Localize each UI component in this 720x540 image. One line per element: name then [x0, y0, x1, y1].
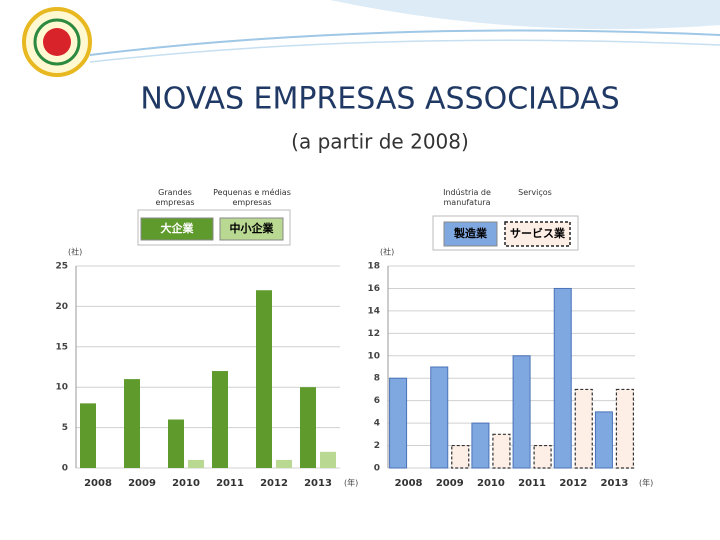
- logo: [33, 18, 81, 66]
- y-tick-label: 16: [367, 284, 380, 294]
- bar: [212, 371, 228, 468]
- swoosh: [330, 0, 720, 30]
- y-tick-label: 18: [367, 262, 380, 272]
- bar: [471, 422, 490, 469]
- legend-label: サービス業: [510, 226, 566, 240]
- bar: [256, 290, 272, 468]
- x-tick-label: 2009: [436, 478, 464, 489]
- legend-swatch: [443, 221, 498, 247]
- x-tick-label: 2008: [84, 478, 112, 489]
- bar: [574, 388, 593, 469]
- x-tick-label: 2009: [128, 478, 156, 489]
- legend-label: 中小企業: [230, 221, 275, 235]
- x-tick-label: 2010: [477, 478, 505, 489]
- legend-swatch: [504, 221, 571, 247]
- y-tick-label: 2: [374, 441, 380, 451]
- legend-caption: Grandes empresas: [155, 188, 195, 207]
- y-unit: (社): [380, 247, 394, 257]
- x-unit: (年): [639, 478, 653, 488]
- bar: [276, 459, 292, 468]
- bar: [80, 403, 96, 468]
- bar: [512, 355, 531, 469]
- x-tick-label: 2012: [260, 478, 288, 489]
- x-tick-label: 2012: [559, 478, 587, 489]
- bar: [430, 366, 449, 469]
- swoosh-line: [89, 29, 720, 56]
- bar: [451, 444, 470, 469]
- y-tick-label: 8: [374, 374, 380, 384]
- legend-swatch: [219, 217, 284, 241]
- bar: [168, 419, 184, 468]
- bar: [124, 379, 140, 468]
- bar: [594, 411, 613, 469]
- bar: [615, 388, 635, 469]
- bar: [320, 451, 336, 468]
- y-tick-label: 4: [374, 419, 380, 429]
- bar: [389, 377, 408, 469]
- y-tick-label: 0: [374, 464, 380, 474]
- bar: [188, 459, 204, 468]
- bar: [300, 387, 316, 468]
- y-tick-label: 10: [367, 351, 380, 361]
- title: NOVAS EMPRESAS ASSOCIADAS: [140, 82, 619, 117]
- legend-caption: Indústria de manufatura: [443, 188, 491, 207]
- y-tick-label: 5: [62, 423, 68, 433]
- logo: [43, 28, 71, 56]
- x-tick-label: 2013: [600, 478, 628, 489]
- x-tick-label: 2013: [304, 478, 332, 489]
- bar: [553, 287, 572, 469]
- x-tick-label: 2010: [172, 478, 200, 489]
- x-tick-label: 2011: [518, 478, 546, 489]
- subtitle: (a partir de 2008): [291, 130, 469, 154]
- legend-label: 大企業: [161, 221, 195, 235]
- x-tick-label: 2008: [395, 478, 423, 489]
- bar: [492, 433, 511, 469]
- y-tick-label: 10: [55, 383, 68, 393]
- x-unit: (年): [344, 478, 358, 488]
- y-unit: (社): [68, 247, 82, 257]
- y-tick-label: 6: [374, 396, 380, 406]
- y-tick-label: 12: [367, 329, 380, 339]
- legend-caption: Pequenas e médias empresas: [213, 188, 291, 207]
- y-tick-label: 0: [62, 464, 68, 474]
- y-tick-label: 25: [55, 262, 68, 272]
- y-tick-label: 14: [367, 306, 380, 316]
- swoosh-line: [89, 39, 720, 63]
- x-tick-label: 2011: [216, 478, 244, 489]
- y-tick-label: 20: [55, 302, 68, 312]
- legend-caption: Serviços: [518, 188, 552, 197]
- bar: [533, 444, 552, 469]
- legend-label: 製造業: [453, 226, 488, 240]
- legend-swatch: [140, 217, 214, 241]
- y-tick-label: 15: [55, 342, 68, 352]
